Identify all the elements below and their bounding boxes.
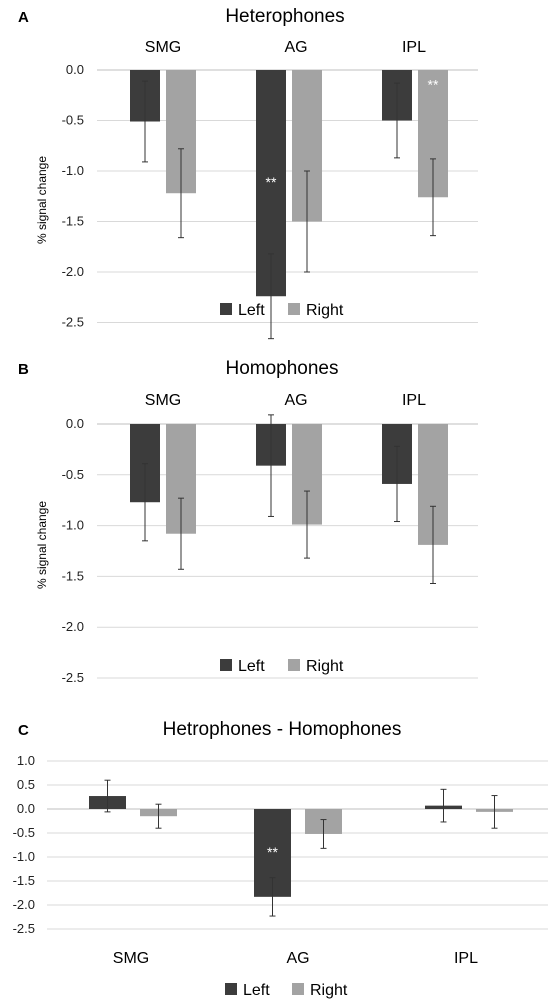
panel-title: Hetrophones - Homophones [163, 719, 402, 740]
panel-title: Heterophones [225, 6, 344, 27]
legend-swatch-right [292, 983, 304, 995]
legend-label-left: Left [238, 658, 265, 675]
significance-marker: ** [266, 174, 277, 190]
legend-label-right: Right [306, 302, 344, 319]
category-label: IPL [454, 950, 478, 967]
legend-label-right: Right [310, 982, 348, 999]
legend-swatch-left [225, 983, 237, 995]
y-tick-label: -0.5 [13, 825, 35, 840]
panel-letter: B [18, 361, 29, 378]
category-label: SMG [113, 950, 149, 967]
y-tick-label: -1.0 [13, 849, 35, 864]
legend-swatch-right [288, 303, 300, 315]
legend-label-left: Left [243, 982, 270, 999]
y-tick-label: -2.5 [62, 315, 84, 330]
y-tick-label: -1.5 [62, 214, 84, 229]
legend-swatch-right [288, 659, 300, 671]
category-label: AG [284, 39, 307, 56]
y-axis-label: % signal change [35, 501, 49, 589]
legend-label-left: Left [238, 302, 265, 319]
legend-swatch-left [220, 659, 232, 671]
y-tick-label: -1.0 [62, 163, 84, 178]
y-tick-label: 0.0 [17, 801, 35, 816]
category-label: SMG [145, 392, 181, 409]
category-label: AG [284, 392, 307, 409]
panel-letter: C [18, 722, 29, 739]
y-tick-label: 0.0 [66, 62, 84, 77]
y-tick-label: -0.5 [62, 113, 84, 128]
category-label: IPL [402, 39, 426, 56]
y-tick-label: -1.5 [13, 873, 35, 888]
y-tick-label: -2.5 [13, 921, 35, 936]
y-tick-label: -2.0 [62, 264, 84, 279]
category-label: SMG [145, 39, 181, 56]
panel-letter: A [18, 9, 29, 26]
panel-title: Homophones [225, 358, 338, 379]
y-tick-label: -2.5 [62, 670, 84, 685]
y-tick-label: -0.5 [62, 467, 84, 482]
y-tick-label: 0.0 [66, 416, 84, 431]
legend-label-right: Right [306, 658, 344, 675]
category-label: AG [286, 950, 309, 967]
significance-marker: ** [267, 844, 278, 860]
legend-swatch-left [220, 303, 232, 315]
y-tick-label: -1.5 [62, 568, 84, 583]
y-tick-label: -2.0 [62, 619, 84, 634]
y-tick-label: 1.0 [17, 753, 35, 768]
y-axis-label: % signal change [35, 156, 49, 244]
category-label: IPL [402, 392, 426, 409]
y-tick-label: 0.5 [17, 777, 35, 792]
y-tick-label: -2.0 [13, 897, 35, 912]
significance-marker: ** [428, 77, 439, 93]
y-tick-label: -1.0 [62, 518, 84, 533]
